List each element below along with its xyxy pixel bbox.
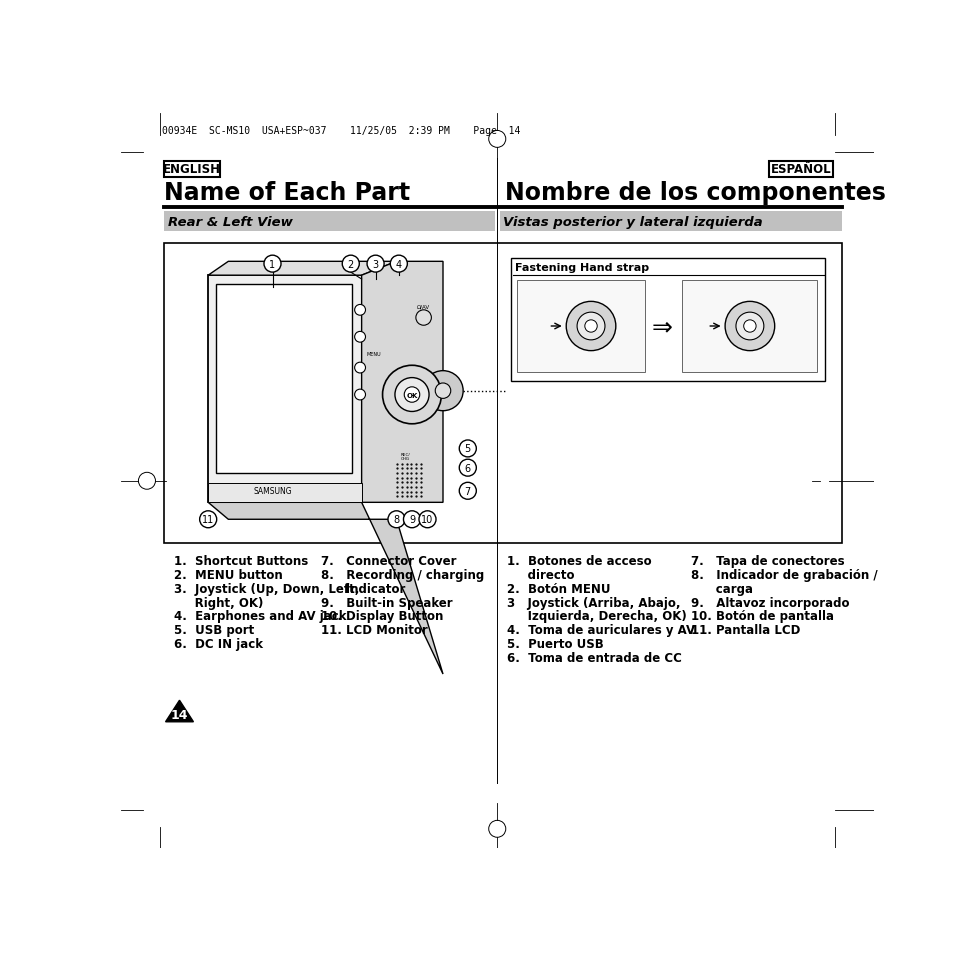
Circle shape: [459, 459, 477, 476]
Text: 6: 6: [465, 463, 471, 474]
Text: 11. LCD Monitor: 11. LCD Monitor: [321, 623, 428, 637]
Text: SAMSUNG: SAMSUNG: [253, 487, 292, 496]
Text: Name of Each Part: Name of Each Part: [164, 181, 410, 205]
Polygon shape: [165, 700, 193, 722]
Text: 9.   Altavoz incorporado: 9. Altavoz incorporado: [691, 596, 850, 609]
Text: Rear & Left View: Rear & Left View: [168, 215, 292, 229]
Text: 8: 8: [393, 515, 399, 525]
Bar: [164, 244, 842, 543]
Text: 6.  DC IN jack: 6. DC IN jack: [174, 638, 263, 650]
Text: Ω/AV: Ω/AV: [418, 304, 430, 309]
Text: 1: 1: [269, 259, 276, 270]
Text: 4: 4: [396, 259, 402, 270]
Text: 5.  USB port: 5. USB port: [174, 623, 254, 637]
Bar: [164, 213, 495, 232]
Text: directo: directo: [507, 568, 575, 581]
Text: ENGLISH: ENGLISH: [163, 163, 220, 176]
Circle shape: [354, 332, 365, 343]
Text: 11. Pantalla LCD: 11. Pantalla LCD: [691, 623, 800, 637]
Circle shape: [354, 305, 365, 315]
Text: 14: 14: [171, 709, 188, 721]
Text: 4.  Earphones and AV jack: 4. Earphones and AV jack: [174, 610, 347, 622]
Polygon shape: [208, 503, 443, 675]
Circle shape: [435, 383, 451, 399]
Circle shape: [390, 256, 408, 273]
Text: 7: 7: [465, 486, 471, 497]
Text: 11: 11: [202, 515, 215, 525]
Circle shape: [264, 256, 281, 273]
Circle shape: [342, 256, 359, 273]
Text: carga: carga: [691, 582, 753, 595]
Text: Nombre de los componentes: Nombre de los componentes: [505, 181, 886, 205]
Text: 3.  Joystick (Up, Down, Left,: 3. Joystick (Up, Down, Left,: [174, 582, 359, 595]
Text: 10: 10: [421, 515, 434, 525]
Bar: [164, 162, 219, 177]
Text: 10. Display Button: 10. Display Button: [321, 610, 444, 622]
Text: 1.  Botones de acceso: 1. Botones de acceso: [507, 555, 652, 567]
Circle shape: [736, 313, 764, 340]
Text: 6.  Toma de entrada de CC: 6. Toma de entrada de CC: [507, 651, 683, 664]
Bar: [499, 213, 842, 232]
Circle shape: [383, 366, 442, 424]
Text: 1.  Shortcut Buttons: 1. Shortcut Buttons: [174, 555, 309, 567]
Polygon shape: [208, 262, 396, 275]
Text: 4.  Toma de auriculares y AV: 4. Toma de auriculares y AV: [507, 623, 695, 637]
Text: ESPAÑOL: ESPAÑOL: [771, 163, 831, 176]
Text: Fastening Hand strap: Fastening Hand strap: [515, 263, 650, 273]
Text: 2: 2: [348, 259, 353, 270]
Text: 9.   Built-in Speaker: 9. Built-in Speaker: [321, 596, 452, 609]
Text: 3: 3: [373, 259, 379, 270]
Circle shape: [388, 511, 405, 528]
Text: 2.  Botón MENU: 2. Botón MENU: [507, 582, 611, 595]
Bar: [518, 280, 646, 373]
Text: 10. Botón de pantalla: 10. Botón de pantalla: [691, 610, 834, 622]
Text: ⇒: ⇒: [652, 314, 673, 338]
Bar: [682, 280, 818, 373]
Circle shape: [459, 440, 477, 457]
Text: Indicator: Indicator: [321, 582, 406, 595]
Text: 2.  MENU button: 2. MENU button: [174, 568, 283, 581]
Text: 9: 9: [409, 515, 415, 525]
Text: Izquierda, Derecha, OK): Izquierda, Derecha, OK): [507, 610, 687, 622]
Text: Right, OK): Right, OK): [174, 596, 263, 609]
Circle shape: [566, 302, 616, 352]
Circle shape: [200, 511, 217, 528]
Circle shape: [459, 483, 477, 499]
Bar: [769, 162, 833, 177]
Circle shape: [395, 378, 429, 412]
Text: 7.   Tapa de conectores: 7. Tapa de conectores: [691, 555, 845, 567]
Polygon shape: [361, 262, 443, 503]
Circle shape: [419, 511, 436, 528]
Circle shape: [354, 363, 365, 374]
Circle shape: [367, 256, 385, 273]
Text: 5.  Puerto USB: 5. Puerto USB: [507, 638, 604, 650]
Text: Vistas posterior y lateral izquierda: Vistas posterior y lateral izquierda: [503, 215, 763, 229]
Text: 8.   Indicador de grabación /: 8. Indicador de grabación /: [691, 568, 878, 581]
Circle shape: [585, 320, 597, 333]
Text: REC/
CHG: REC/ CHG: [401, 453, 411, 461]
Circle shape: [404, 388, 419, 403]
Text: 00934E  SC-MS10  USA+ESP~037    11/25/05  2:39 PM    Page  14: 00934E SC-MS10 USA+ESP~037 11/25/05 2:39…: [162, 126, 520, 136]
Circle shape: [744, 320, 756, 333]
Bar: [208, 483, 361, 503]
Text: 3   Joystick (Arriba, Abajo,: 3 Joystick (Arriba, Abajo,: [507, 596, 681, 609]
Bar: [511, 259, 825, 382]
Circle shape: [354, 390, 365, 400]
Circle shape: [404, 511, 420, 528]
Circle shape: [416, 311, 431, 326]
Circle shape: [725, 302, 775, 352]
Text: 5: 5: [465, 444, 471, 454]
Circle shape: [577, 313, 605, 340]
Text: MENU: MENU: [366, 352, 381, 356]
Circle shape: [422, 372, 463, 412]
Text: 7.   Connector Cover: 7. Connector Cover: [321, 555, 456, 567]
Text: OK: OK: [406, 392, 418, 398]
Text: 8.   Recording / charging: 8. Recording / charging: [321, 568, 485, 581]
Bar: [216, 285, 352, 474]
Polygon shape: [208, 275, 361, 503]
